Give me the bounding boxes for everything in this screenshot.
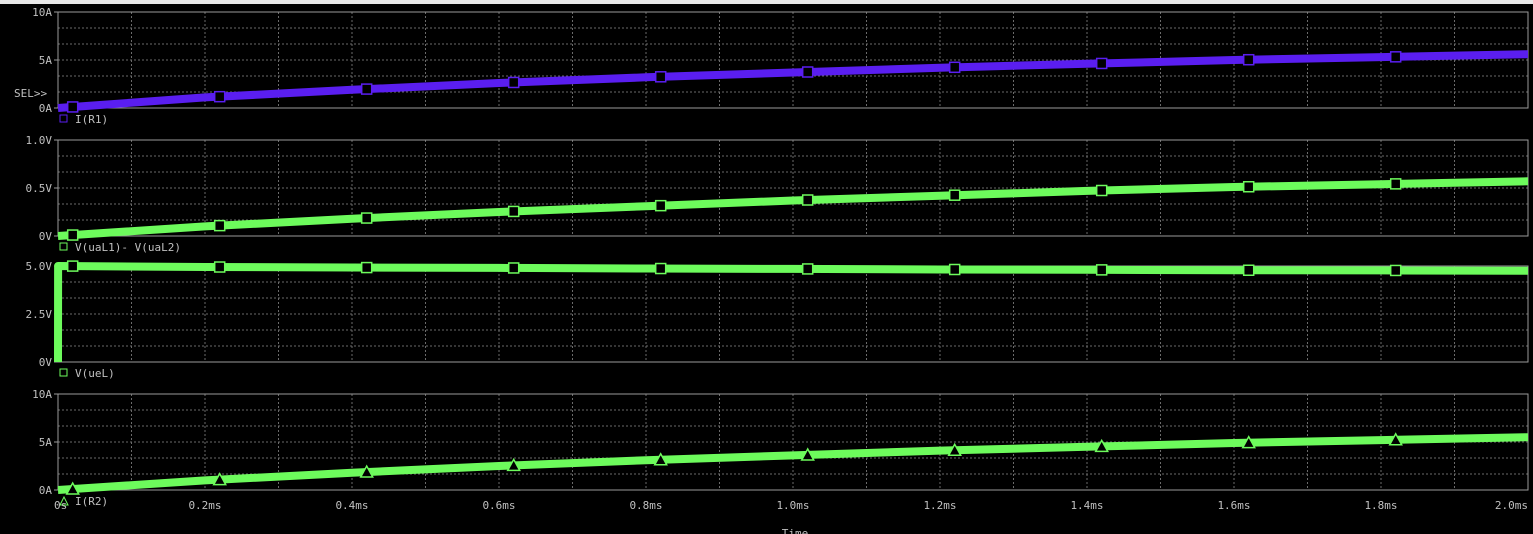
series-line [57,50,1529,112]
series-point [654,199,667,212]
series-point [800,447,815,461]
series-point [801,66,814,78]
x-axis: 0s 0.2ms 0.4ms 0.6ms 0.8ms 1.0ms 1.2ms 1.4ms 1.6… [54,499,1528,534]
series-point [1095,57,1108,70]
y-tick-label: 2.5V [26,308,53,321]
x-axis-label: Time [782,527,809,534]
legend-marker [59,495,69,506]
y-tick-label: 0A [39,102,53,115]
series-point [507,205,520,218]
series-point [213,261,226,273]
series-point [948,189,961,201]
legend-label: V(ueL) [75,367,115,380]
series-point [653,452,668,466]
series-point [65,481,80,495]
series-point [360,261,373,274]
x-tick-label: 1.0ms [776,499,809,512]
y-tick-label: 5.0V [26,260,53,273]
series-point [801,263,814,275]
plot-stack: 10A 5A 0A I(R1) SEL>> 1.0V 0.5V 0V V(uaL1)- V(ua… [14,6,1529,508]
series-point [948,61,961,74]
series-point [359,464,374,478]
series-point [1095,264,1108,276]
series-point [506,457,521,472]
legend-label: I(R1) [75,113,108,126]
series-point [1242,181,1255,193]
series-point [66,260,79,272]
series-point [801,194,814,206]
series-point [1241,435,1256,449]
series-point [360,212,373,224]
legend-marker [59,114,68,123]
series-point [948,263,961,276]
series-line [57,177,1529,240]
plot-3: 5.0V 2.5V 0V V(ueL) [26,260,1529,380]
y-tick-label: 1.0V [26,134,53,147]
x-tick-label: 0s [54,499,67,512]
series-point [507,262,520,274]
series-point [1094,438,1109,453]
x-tick-label: 0.8ms [629,499,662,512]
x-tick-label: 1.8ms [1364,499,1397,512]
series-point [654,262,667,275]
legend-label: V(uaL1)- V(uaL2) [75,241,181,254]
x-tick-label: 0.4ms [335,499,368,512]
y-tick-label: 0A [39,484,53,497]
x-tick-label: 2.0ms [1495,499,1528,512]
series-point [947,442,962,457]
plot-1: 10A 5A 0A I(R1) SEL>> [14,6,1529,126]
series-point [654,71,667,83]
series-point [1388,432,1403,446]
series-point [1389,264,1402,277]
series-point [1242,264,1255,276]
series-line [57,433,1529,494]
y-tick-label: 0.5V [26,182,53,195]
x-tick-label: 1.4ms [1070,499,1103,512]
x-tick-label: 1.6ms [1217,499,1250,512]
legend-marker [59,368,68,377]
legend-marker [59,242,68,251]
series-point [66,229,79,241]
series-point [1242,53,1255,66]
legend-label: I(R2) [75,495,108,508]
series-point [212,472,227,486]
series-point [507,76,520,89]
selected-plot-indicator: SEL>> [14,87,47,100]
y-tick-label: 5A [39,436,53,449]
plot-2: 1.0V 0.5V 0V V(uaL1)- V(uaL2) [26,134,1529,254]
series-point [213,219,226,232]
y-tick-label: 10A [32,388,52,401]
plot-4: 10A 5A 0A I(R2) [32,388,1529,508]
x-tick-label: 0.2ms [188,499,221,512]
y-tick-label: 5A [39,54,53,67]
series-point [66,101,79,113]
series-point [213,90,226,103]
y-tick-label: 10A [32,6,52,19]
x-tick-label: 0.6ms [482,499,515,512]
series-point [1389,178,1402,190]
series-line [54,262,1529,363]
series-point [360,83,373,95]
series-point [1389,51,1402,63]
y-tick-label: 0V [39,230,53,243]
y-tick-label: 0V [39,356,53,369]
window-top-border [0,0,1533,4]
x-tick-label: 1.2ms [923,499,956,512]
series-point [1095,184,1108,197]
